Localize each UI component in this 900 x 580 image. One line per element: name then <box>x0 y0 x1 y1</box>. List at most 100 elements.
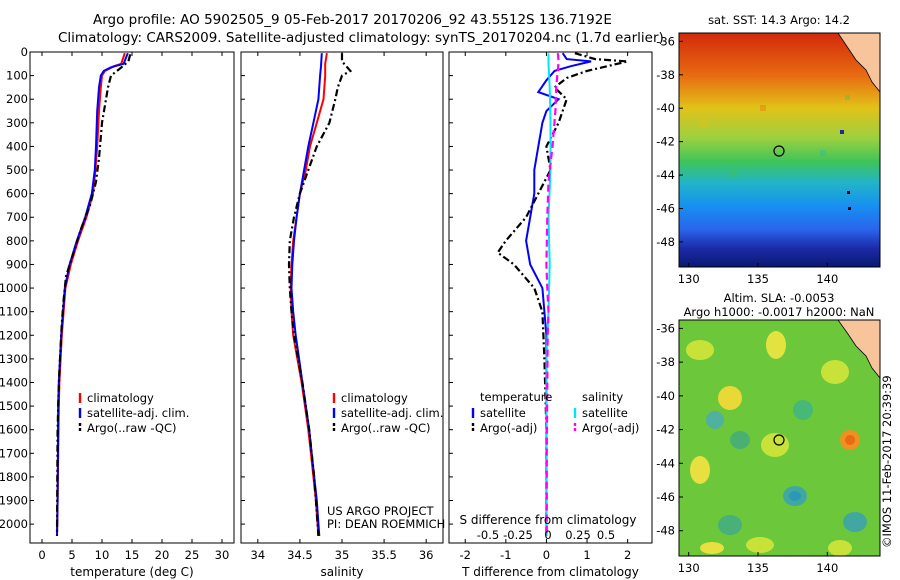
pi-annotation: US ARGO PROJECT <box>327 504 435 518</box>
x-tick-label: 10 <box>95 548 110 562</box>
legend-label: climatology <box>87 391 154 405</box>
map-y-tick-label: -40 <box>656 101 675 115</box>
y-tick-label: 500 <box>6 163 28 177</box>
x-tick-label: 20 <box>155 548 170 562</box>
x-tick-label: 15 <box>125 548 140 562</box>
y-tick-label: 400 <box>6 139 28 153</box>
map-y-tick-label: -36 <box>656 321 675 335</box>
legend-label: climatology <box>341 391 408 405</box>
x-tick-label: 0 <box>38 548 45 562</box>
plot-frame <box>240 51 444 544</box>
series-line-1 <box>56 52 129 536</box>
sst-land <box>837 33 880 93</box>
map-x-tick-label: 140 <box>816 272 838 286</box>
y-tick-label: 1700 <box>0 446 28 460</box>
series-line-2 <box>55 54 132 536</box>
legend-label: satellite-adj. clim. <box>341 406 443 420</box>
y-tick-label: 300 <box>6 116 28 130</box>
s-tick-label: 0.25 <box>565 528 591 542</box>
map-y-tick-label: -44 <box>656 168 675 182</box>
x-axis-label: salinity <box>320 565 363 579</box>
series-line-2 <box>545 53 552 536</box>
sla-map-title2: Argo h1000: -0.0017 h2000: NaN <box>684 305 875 319</box>
x-tick-label: 5 <box>68 548 75 562</box>
map-x-tick-label: 135 <box>747 272 769 286</box>
sst-map-title: sat. SST: 14.3 Argo: 14.2 <box>708 13 850 27</box>
y-tick-label: 600 <box>6 187 28 201</box>
map-y-tick-label: -36 <box>656 34 675 48</box>
map-y-tick-label: -46 <box>656 490 675 504</box>
map-y-tick-label: -40 <box>656 389 675 403</box>
sst-frame <box>678 32 881 268</box>
series-line-3 <box>545 53 560 536</box>
x-tick-label: 1 <box>583 548 590 562</box>
x-tick-label: 30 <box>215 548 230 562</box>
plot-frame <box>448 51 653 544</box>
y-tick-label: 800 <box>6 234 28 248</box>
series-line-1 <box>496 52 628 536</box>
x-tick-label: 35 <box>335 548 350 562</box>
salinity-panel: 34 34.5 35 35.5 36 salinity climatologysatelli… <box>240 51 445 579</box>
y-tick-label: 200 <box>6 92 28 106</box>
map-y-tick-label: -38 <box>656 68 675 82</box>
map-y-tick-label: -46 <box>656 202 675 216</box>
y-tick-label: 1800 <box>0 470 28 484</box>
x-tick-label: -1 <box>500 548 511 562</box>
map-x-tick-label: 130 <box>678 272 700 286</box>
legend-label: Argo(..raw -QC) <box>341 421 431 435</box>
y-tick-label: 1300 <box>0 352 28 366</box>
x-tick-label: -2 <box>460 548 471 562</box>
y-tick-label: 1400 <box>0 375 28 389</box>
y-tick-label: 1600 <box>0 423 28 437</box>
map-y-tick-label: -42 <box>656 135 675 149</box>
imos-credit: ©IMOS 11-Feb-2017 20:39:39 <box>880 375 894 548</box>
legend-title-temperature: temperature <box>480 390 552 404</box>
map-x-tick-label: 140 <box>816 561 838 575</box>
legend-title-salinity: salinity <box>582 390 623 404</box>
map-y-tick-label: -42 <box>656 423 675 437</box>
map-y-tick-label: -44 <box>656 456 675 470</box>
header-line1: Argo profile: AO 5902505_9 05-Feb-2017 2… <box>93 12 612 28</box>
y-tick-label: 1000 <box>0 281 28 295</box>
y-tick-label: 1900 <box>0 494 28 508</box>
x-axis-label: temperature (deg C) <box>70 565 193 579</box>
legend-label: Argo(..raw -QC) <box>87 421 177 435</box>
s-tick-label: 0.5 <box>597 528 615 542</box>
legend-label: Argo(-adj) <box>582 421 639 435</box>
s-tick-label: -0.5 <box>477 528 499 542</box>
legend-label: satellite <box>480 406 526 420</box>
x-tick-label: 34.5 <box>287 548 313 562</box>
x-tick-label: 2 <box>624 548 631 562</box>
sst-map: sat. SST: 14.3 Argo: 14.2 130 135 140 -36 -3… <box>656 13 881 286</box>
map-y-tick-label: -48 <box>656 235 675 249</box>
header-line2: Climatology: CARS2009. Satellite-adjuste… <box>58 30 664 46</box>
s-axis-label: S difference from climatology <box>460 513 637 527</box>
y-tick-label: 2000 <box>0 517 28 531</box>
y-tick-label: 900 <box>6 257 28 271</box>
legend-label: satellite <box>582 406 628 420</box>
y-tick-label: 1100 <box>0 305 28 319</box>
s-tick-label: -0.25 <box>503 528 533 542</box>
x-axis-label: T difference from climatology <box>461 565 639 579</box>
sla-map-title1: Altim. SLA: -0.0053 <box>724 291 835 305</box>
map-y-tick-label: -38 <box>656 355 675 369</box>
series-line-0 <box>289 53 328 536</box>
y-tick-label: 1500 <box>0 399 28 413</box>
y-tick-label: 700 <box>6 210 28 224</box>
x-tick-label: 36 <box>419 548 434 562</box>
sla-land <box>837 320 880 379</box>
y-tick-label: 1200 <box>0 328 28 342</box>
x-tick-label: 25 <box>185 548 200 562</box>
plot-frame <box>29 51 235 544</box>
legend-label: satellite-adj. clim. <box>87 406 189 420</box>
difference-panel: -2 -1 0 1 2 T difference from climatology temp… <box>448 51 653 579</box>
sla-map: Altim. SLA: -0.0053 Argo h1000: -0.0017 … <box>656 291 881 575</box>
x-tick-label: 35.5 <box>371 548 397 562</box>
sla-argo-marker <box>773 434 785 446</box>
sla-frame <box>678 319 881 557</box>
map-x-tick-label: 130 <box>678 561 700 575</box>
series-line-1 <box>290 53 323 536</box>
pi-annotation: PI: DEAN ROEMMICH <box>327 517 445 531</box>
map-y-tick-label: -48 <box>656 524 675 538</box>
